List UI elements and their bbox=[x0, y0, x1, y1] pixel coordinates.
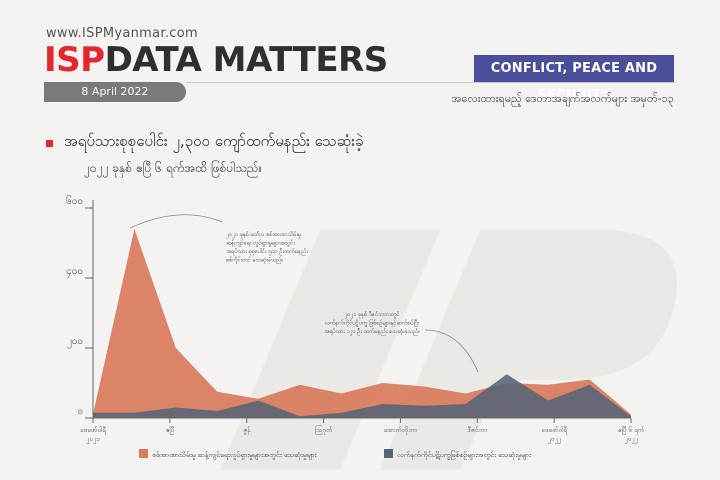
site-url: www.ISPMyanmar.com bbox=[46, 26, 198, 41]
legend-swatch-2 bbox=[384, 449, 393, 458]
series-area-2 bbox=[93, 374, 631, 418]
x-tick-label: ဩဂုတ် bbox=[315, 425, 333, 435]
y-tick-label: ၆၀၀ bbox=[66, 194, 83, 207]
annotation-leader-1 bbox=[129, 214, 223, 229]
y-tick-label: ၀ bbox=[77, 406, 83, 417]
headline-title: အရပ်သားစုစုပေါင်း ၂,၃၀၀ ကျော်ထက်မနည်း သေ… bbox=[64, 132, 364, 150]
annotation-2: ၂၀၂၁ ခုနှစ် ဒီဇင်ဘာလတွင်လက်နက်ကိုင်ပဋိပက… bbox=[324, 310, 420, 336]
legend-swatch-1 bbox=[139, 449, 148, 458]
annotation-leader-2 bbox=[424, 329, 479, 373]
x-tick-label: အောက်တိုဘာ bbox=[384, 426, 418, 435]
y-tick-label: ၂၀၀ bbox=[67, 336, 83, 349]
brand-logo: ISPDATA MATTERS bbox=[44, 40, 388, 80]
x-tick-label: ဖေဖော်ဝါရီ၂၀၂၂ bbox=[541, 426, 568, 444]
series-label: အလေးထားရမည့် ဒေတာအချက်အလက်များ အမှတ်-၁၃ bbox=[451, 92, 674, 105]
x-tick-label: ဖေဖော်ဝါရီ၂၀၂၁ bbox=[80, 426, 107, 444]
title-bullet bbox=[46, 140, 53, 147]
brand-data-matters: DATA MATTERS bbox=[104, 40, 389, 80]
headline-subtitle: ၂၀၂၂ ခုနှစ် ဧပြီ ၆ ရက်အထိ ဖြစ်ပါသည်။ bbox=[84, 161, 263, 175]
brand-isp: ISP bbox=[44, 40, 105, 80]
x-tick-label: ဒီဇင်ဘာ bbox=[467, 426, 487, 434]
annotation-1: ၂၀၂၁ ခုနှစ် မတ်လ စစ်အာဏာသိမ်းမှုဆန့်ကျင်… bbox=[226, 230, 308, 265]
legend-label-1: စစ်အာဏာသိမ်းမှု ဆန့်ကျင်ရေးလှုပ်ရှားမှုမ… bbox=[152, 451, 317, 460]
header-divider bbox=[186, 82, 676, 83]
y-tick-label: ၄၀၀ bbox=[66, 266, 83, 279]
category-badge: CONFLICT, PEACE AND SECURITY bbox=[474, 55, 674, 103]
x-tick-label: ဧပြီ ၆ ရက်၂၀၂၂ bbox=[618, 425, 645, 444]
legend-label-2: လက်နက်ကိုင်ပဋိပက္ခဖြစ်စဉ်များအတွင်း သေဆု… bbox=[397, 450, 531, 460]
x-tick-label: ဇွန် bbox=[243, 426, 251, 435]
x-tick-label: ဧပြီ bbox=[166, 425, 175, 435]
date-badge: 8 April 2022 bbox=[44, 82, 186, 102]
